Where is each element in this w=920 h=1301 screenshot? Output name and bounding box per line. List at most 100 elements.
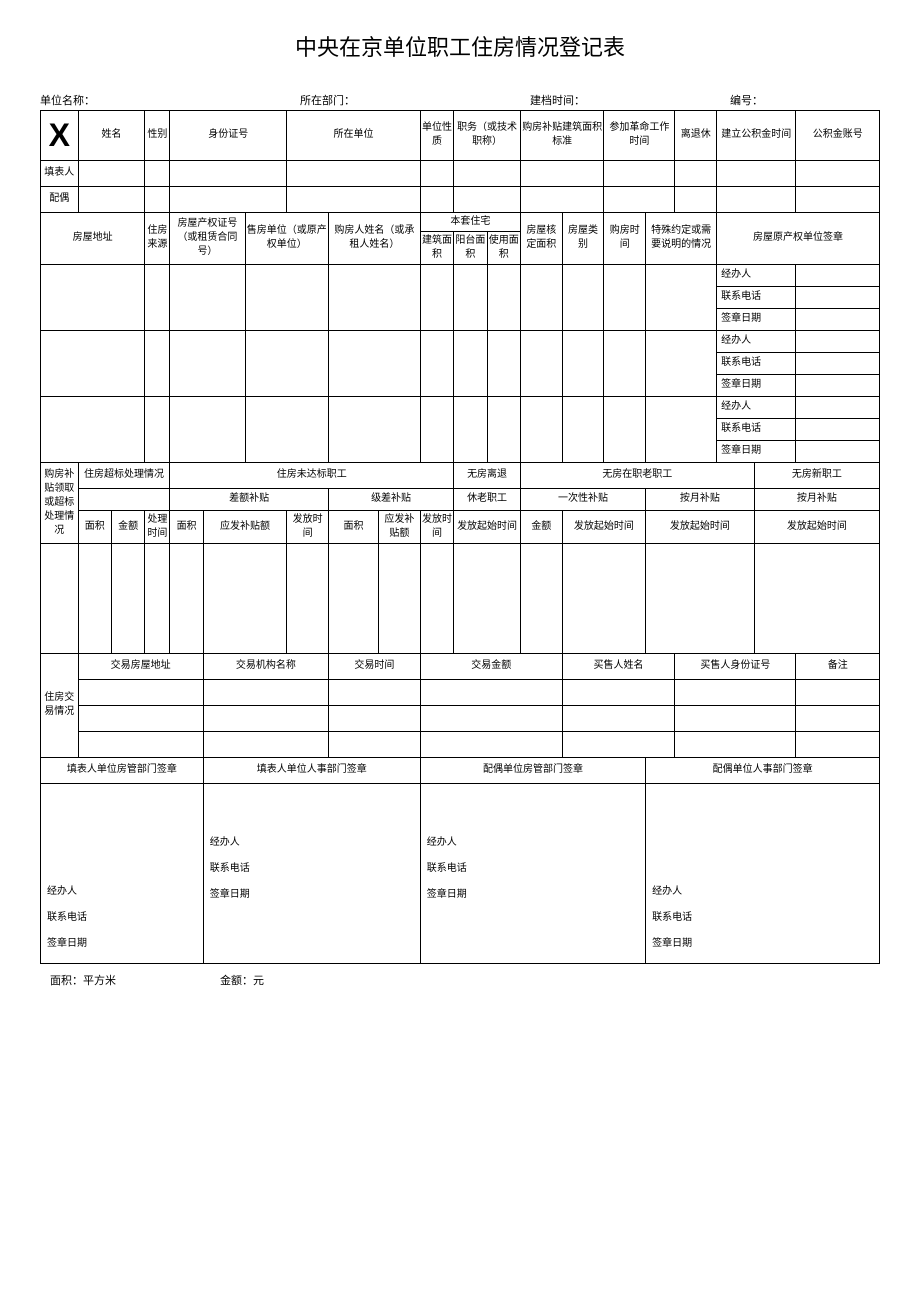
cell[interactable] bbox=[145, 186, 170, 212]
cell[interactable] bbox=[78, 160, 145, 186]
cell[interactable] bbox=[328, 731, 420, 757]
cell[interactable] bbox=[562, 264, 604, 330]
cell[interactable] bbox=[203, 679, 328, 705]
cell[interactable] bbox=[454, 396, 487, 462]
cell[interactable] bbox=[562, 705, 675, 731]
cell[interactable] bbox=[646, 264, 717, 330]
cell[interactable] bbox=[420, 731, 562, 757]
cell[interactable] bbox=[796, 418, 880, 440]
cell[interactable] bbox=[646, 330, 717, 396]
cell[interactable] bbox=[487, 396, 520, 462]
cell[interactable] bbox=[170, 396, 245, 462]
cell[interactable] bbox=[78, 186, 145, 212]
cell[interactable] bbox=[796, 679, 880, 705]
cell[interactable] bbox=[379, 543, 421, 653]
cell[interactable] bbox=[41, 264, 145, 330]
cell[interactable] bbox=[287, 160, 421, 186]
cell[interactable] bbox=[170, 330, 245, 396]
cell[interactable] bbox=[420, 186, 453, 212]
cell[interactable] bbox=[454, 160, 521, 186]
cell[interactable] bbox=[41, 396, 145, 462]
cell[interactable] bbox=[717, 160, 796, 186]
cell[interactable] bbox=[111, 543, 144, 653]
cell[interactable] bbox=[78, 679, 203, 705]
cell[interactable] bbox=[796, 705, 880, 731]
cell[interactable] bbox=[170, 186, 287, 212]
cell[interactable] bbox=[562, 330, 604, 396]
cell[interactable] bbox=[520, 330, 562, 396]
cell[interactable] bbox=[796, 308, 880, 330]
cell[interactable] bbox=[145, 264, 170, 330]
cell[interactable] bbox=[328, 679, 420, 705]
cell[interactable] bbox=[78, 705, 203, 731]
cell[interactable] bbox=[604, 160, 675, 186]
cell[interactable] bbox=[646, 543, 755, 653]
cell[interactable] bbox=[562, 396, 604, 462]
cell[interactable] bbox=[796, 186, 880, 212]
cell[interactable] bbox=[675, 731, 796, 757]
cell[interactable] bbox=[487, 330, 520, 396]
seal-box-1[interactable]: 经办人 联系电话 签章日期 bbox=[41, 783, 204, 963]
cell[interactable] bbox=[604, 330, 646, 396]
cell[interactable] bbox=[562, 731, 675, 757]
cell[interactable] bbox=[562, 543, 645, 653]
cell[interactable] bbox=[41, 330, 145, 396]
cell[interactable] bbox=[203, 543, 286, 653]
cell[interactable] bbox=[145, 330, 170, 396]
cell[interactable] bbox=[170, 543, 203, 653]
seal-box-4[interactable]: 经办人 联系电话 签章日期 bbox=[646, 783, 880, 963]
cell[interactable] bbox=[170, 264, 245, 330]
cell[interactable] bbox=[675, 160, 717, 186]
cell[interactable] bbox=[420, 679, 562, 705]
cell[interactable] bbox=[245, 330, 328, 396]
cell[interactable] bbox=[328, 705, 420, 731]
cell[interactable] bbox=[796, 264, 880, 286]
cell[interactable] bbox=[717, 186, 796, 212]
cell[interactable] bbox=[170, 160, 287, 186]
cell[interactable] bbox=[604, 396, 646, 462]
cell[interactable] bbox=[520, 396, 562, 462]
cell[interactable] bbox=[420, 543, 453, 653]
cell[interactable] bbox=[796, 352, 880, 374]
cell[interactable] bbox=[78, 731, 203, 757]
cell[interactable] bbox=[454, 330, 487, 396]
cell[interactable] bbox=[796, 440, 880, 462]
cell[interactable] bbox=[287, 186, 421, 212]
cell[interactable] bbox=[754, 543, 879, 653]
cell[interactable] bbox=[41, 543, 79, 653]
cell[interactable] bbox=[328, 330, 420, 396]
cell[interactable] bbox=[796, 160, 880, 186]
cell[interactable] bbox=[420, 396, 453, 462]
cell[interactable] bbox=[420, 160, 453, 186]
cell[interactable] bbox=[145, 160, 170, 186]
cell[interactable] bbox=[520, 264, 562, 330]
seal-box-2[interactable]: 经办人 联系电话 签章日期 bbox=[203, 783, 420, 963]
cell[interactable] bbox=[646, 396, 717, 462]
cell[interactable] bbox=[454, 543, 521, 653]
cell[interactable] bbox=[420, 330, 453, 396]
cell[interactable] bbox=[78, 543, 111, 653]
cell[interactable] bbox=[796, 330, 880, 352]
cell[interactable] bbox=[328, 543, 378, 653]
cell[interactable] bbox=[145, 396, 170, 462]
cell[interactable] bbox=[328, 264, 420, 330]
cell[interactable] bbox=[454, 186, 521, 212]
cell[interactable] bbox=[675, 705, 796, 731]
cell[interactable] bbox=[245, 396, 328, 462]
cell[interactable] bbox=[796, 286, 880, 308]
cell[interactable] bbox=[245, 264, 328, 330]
cell[interactable] bbox=[145, 543, 170, 653]
cell[interactable] bbox=[562, 679, 675, 705]
cell[interactable] bbox=[454, 264, 487, 330]
cell[interactable] bbox=[487, 264, 520, 330]
cell[interactable] bbox=[796, 374, 880, 396]
cell[interactable] bbox=[520, 543, 562, 653]
cell[interactable] bbox=[604, 186, 675, 212]
cell[interactable] bbox=[796, 396, 880, 418]
cell[interactable] bbox=[203, 705, 328, 731]
cell[interactable] bbox=[287, 543, 329, 653]
cell[interactable] bbox=[328, 396, 420, 462]
cell[interactable] bbox=[203, 731, 328, 757]
cell[interactable] bbox=[420, 705, 562, 731]
seal-box-3[interactable]: 经办人 联系电话 签章日期 bbox=[420, 783, 645, 963]
